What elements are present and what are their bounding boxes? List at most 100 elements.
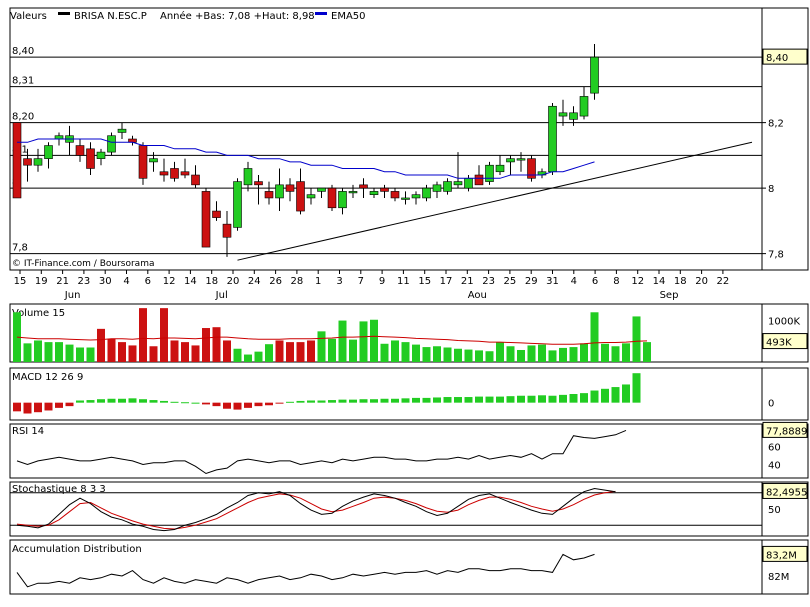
- macd-bar: [23, 402, 32, 414]
- volume-bar: [149, 346, 158, 362]
- x-tick-label: 23: [78, 276, 91, 287]
- series-legend-swatch: [58, 12, 70, 15]
- volume-right-axis: [761, 303, 809, 363]
- x-tick-label: 1: [315, 276, 321, 287]
- macd-bar: [485, 396, 494, 403]
- x-tick-label: 23: [482, 276, 495, 287]
- volume-bar: [212, 327, 221, 362]
- volume-bar: [632, 316, 641, 362]
- volume-bar: [191, 345, 200, 362]
- accumulation-right-axis: [761, 539, 809, 595]
- volume-bar: [338, 320, 347, 362]
- x-tick-label: 14: [653, 276, 666, 287]
- candle-body: [275, 184, 284, 199]
- volume-bar: [286, 342, 294, 362]
- macd-bar: [107, 398, 116, 403]
- volume-bar: [223, 340, 231, 362]
- macd-frame: [9, 367, 763, 421]
- stochastic-last-value-box: [762, 482, 808, 499]
- volume-bar: [128, 345, 137, 362]
- macd-bar: [559, 394, 567, 403]
- stochastic-title: Stochastique 8 3 3: [12, 484, 106, 495]
- x-month-label: Jul: [215, 290, 228, 301]
- candle-body: [159, 171, 169, 176]
- rsi-right-tick-label: 60: [768, 443, 781, 454]
- volume-bar: [443, 347, 452, 362]
- candle-body: [411, 194, 421, 199]
- ema-legend-label: EMA50: [331, 11, 366, 22]
- volume-bar: [569, 347, 578, 362]
- candle-body: [306, 194, 316, 199]
- macd-bar: [254, 402, 263, 407]
- accumulation-panel: Accumulation Distribution 82M 83,2M: [9, 539, 809, 595]
- macd-bar: [86, 400, 95, 403]
- price-right-tick-label: 8: [768, 184, 774, 195]
- macd-bar: [244, 402, 252, 408]
- macd-bar: [338, 399, 347, 403]
- macd-bar: [296, 400, 305, 403]
- macd-bar: [170, 401, 179, 403]
- macd-bar: [454, 397, 462, 403]
- macd-right-axis: [761, 367, 809, 421]
- macd-bar: [359, 399, 368, 403]
- volume-last-value: 493K: [766, 338, 792, 349]
- candle-body: [380, 187, 389, 192]
- series-name: BRISA N.ESC.P: [74, 11, 147, 22]
- candle-body: [107, 135, 116, 153]
- x-tick-label: 20: [695, 276, 708, 287]
- volume-bar: [370, 319, 378, 362]
- volume-bar: [580, 343, 588, 362]
- volume-bar: [349, 339, 357, 362]
- candle-body: [443, 181, 452, 192]
- candle-body: [590, 56, 599, 94]
- volume-bar: [65, 344, 74, 362]
- volume-bar: [559, 347, 567, 362]
- volume-bar: [380, 343, 389, 362]
- x-tick-label: 17: [440, 276, 453, 287]
- candle-body: [86, 148, 95, 169]
- volume-bar: [233, 348, 242, 362]
- price-right-tick-label: 7,8: [768, 250, 784, 261]
- macd-bar: [433, 397, 441, 403]
- rsi-frame: [9, 423, 763, 479]
- copyright-label: © IT-Finance.com / Boursorama: [12, 259, 154, 269]
- macd-bar: [139, 399, 147, 403]
- rsi-right-tick-label: 40: [768, 461, 781, 472]
- macd-bar: [34, 402, 42, 413]
- macd-bar: [128, 398, 137, 403]
- candle-body: [516, 158, 526, 161]
- macd-bar: [149, 400, 158, 403]
- volume-title: Volume 15: [12, 308, 65, 319]
- candle-body: [285, 184, 295, 192]
- macd-bar: [233, 402, 242, 410]
- candle-body: [23, 158, 32, 166]
- price-last-value-box: [762, 48, 808, 65]
- x-tick-label: 30: [99, 276, 112, 287]
- x-tick-label: 4: [123, 276, 129, 287]
- macd-bar: [55, 402, 63, 408]
- x-tick-label: 7: [358, 276, 364, 287]
- candle-body: [527, 158, 536, 179]
- chart-header: Valeurs BRISA N.ESC.P Année +Bas: 7,08 +…: [10, 10, 366, 22]
- macd-bar: [496, 396, 504, 403]
- volume-bar: [475, 350, 483, 362]
- macd-bar: [401, 398, 410, 403]
- macd-bar: [202, 402, 210, 405]
- candle-body: [548, 105, 557, 173]
- candle-body: [296, 181, 305, 212]
- ema50-line: [17, 138, 595, 179]
- macd-bar: [265, 402, 273, 406]
- candle-body: [44, 145, 53, 159]
- rsi-last-value-box: [762, 421, 808, 438]
- candle-body: [569, 112, 578, 120]
- candle-body: [180, 171, 190, 176]
- x-tick-label: 15: [418, 276, 431, 287]
- rsi-last-value: 77,8889: [766, 426, 807, 437]
- candle-body: [359, 184, 368, 189]
- price-right-axis: [761, 7, 809, 271]
- macd-panel: MACD 12 26 9 0: [9, 367, 809, 421]
- price-y-tick-label: 7,8: [12, 243, 28, 254]
- volume-bar: [517, 349, 525, 362]
- macd-right-tick-label: 0: [768, 399, 774, 410]
